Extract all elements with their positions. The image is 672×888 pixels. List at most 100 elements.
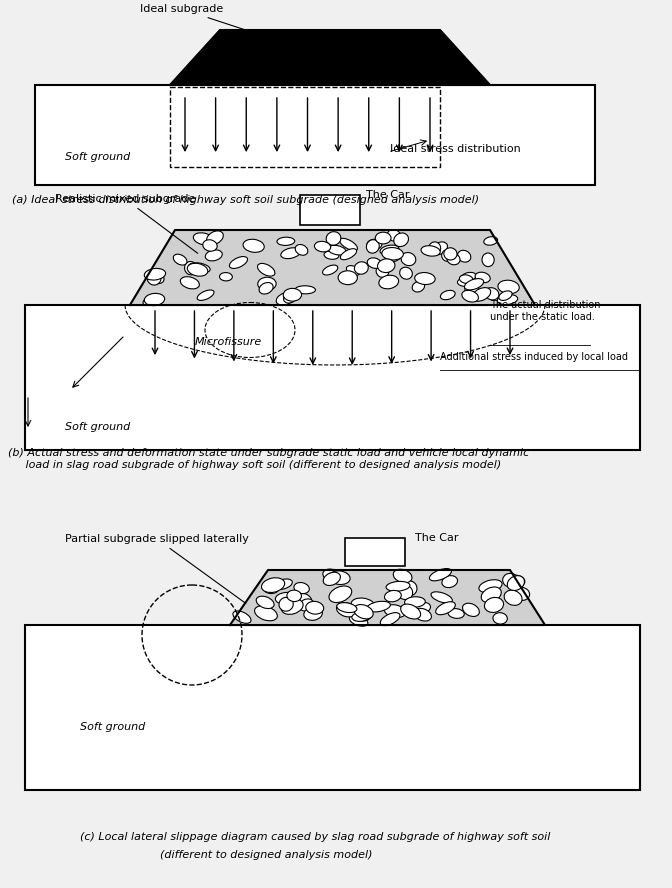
Ellipse shape xyxy=(304,607,323,621)
Ellipse shape xyxy=(462,603,479,616)
Ellipse shape xyxy=(394,233,409,247)
Ellipse shape xyxy=(368,258,382,268)
Ellipse shape xyxy=(346,266,360,275)
Ellipse shape xyxy=(493,613,507,624)
Ellipse shape xyxy=(380,613,400,626)
Text: Realistic mixed subgrade: Realistic mixed subgrade xyxy=(55,194,198,253)
Ellipse shape xyxy=(263,583,279,593)
Ellipse shape xyxy=(173,254,187,265)
Ellipse shape xyxy=(435,602,456,614)
Ellipse shape xyxy=(306,601,324,614)
Ellipse shape xyxy=(287,591,302,601)
Ellipse shape xyxy=(144,293,165,305)
Ellipse shape xyxy=(401,252,416,266)
Ellipse shape xyxy=(429,242,441,255)
Ellipse shape xyxy=(475,273,491,282)
Text: The Car: The Car xyxy=(366,190,409,200)
Ellipse shape xyxy=(485,288,499,300)
FancyBboxPatch shape xyxy=(300,195,360,225)
Ellipse shape xyxy=(499,291,512,300)
Ellipse shape xyxy=(384,591,401,602)
Ellipse shape xyxy=(366,240,379,253)
Ellipse shape xyxy=(329,571,350,584)
Ellipse shape xyxy=(414,608,431,621)
Ellipse shape xyxy=(328,245,346,255)
Ellipse shape xyxy=(431,591,452,603)
Ellipse shape xyxy=(385,250,402,262)
Ellipse shape xyxy=(481,587,501,603)
Ellipse shape xyxy=(323,572,341,585)
Ellipse shape xyxy=(203,240,217,251)
Ellipse shape xyxy=(205,250,222,261)
Ellipse shape xyxy=(323,266,338,275)
Ellipse shape xyxy=(358,611,372,621)
FancyBboxPatch shape xyxy=(345,538,405,566)
Ellipse shape xyxy=(387,230,401,241)
Text: Soft ground: Soft ground xyxy=(65,152,130,162)
Ellipse shape xyxy=(442,575,458,588)
Ellipse shape xyxy=(299,599,314,611)
Ellipse shape xyxy=(323,569,345,583)
Ellipse shape xyxy=(503,574,519,588)
Text: Microfissure: Microfissure xyxy=(195,337,262,347)
Ellipse shape xyxy=(415,273,435,284)
Ellipse shape xyxy=(295,244,308,255)
Ellipse shape xyxy=(256,596,274,608)
Ellipse shape xyxy=(485,598,503,613)
Ellipse shape xyxy=(484,237,497,245)
Ellipse shape xyxy=(479,580,502,592)
Text: (a) Ideal stress distribution of highway soft soil subgrade (designed analysis m: (a) Ideal stress distribution of highway… xyxy=(12,195,479,205)
Ellipse shape xyxy=(472,288,491,301)
FancyBboxPatch shape xyxy=(35,85,595,185)
Ellipse shape xyxy=(284,289,302,301)
Ellipse shape xyxy=(442,250,455,261)
FancyBboxPatch shape xyxy=(25,305,640,450)
Ellipse shape xyxy=(349,615,368,626)
Ellipse shape xyxy=(354,262,368,274)
Ellipse shape xyxy=(276,592,298,605)
Ellipse shape xyxy=(447,253,460,265)
Ellipse shape xyxy=(448,608,464,618)
Ellipse shape xyxy=(421,246,440,256)
Ellipse shape xyxy=(482,253,494,266)
Ellipse shape xyxy=(281,248,300,258)
Ellipse shape xyxy=(429,568,452,581)
Ellipse shape xyxy=(513,587,530,600)
Ellipse shape xyxy=(412,281,425,292)
Ellipse shape xyxy=(458,278,474,287)
FancyBboxPatch shape xyxy=(25,625,640,790)
Text: The Car: The Car xyxy=(415,533,458,543)
Text: (different to designed analysis model): (different to designed analysis model) xyxy=(160,850,372,860)
Ellipse shape xyxy=(462,290,478,302)
Ellipse shape xyxy=(393,569,412,583)
Ellipse shape xyxy=(220,273,233,281)
Ellipse shape xyxy=(444,248,457,260)
Ellipse shape xyxy=(259,282,273,294)
Ellipse shape xyxy=(255,606,278,621)
Ellipse shape xyxy=(380,245,399,255)
Ellipse shape xyxy=(257,264,275,276)
Ellipse shape xyxy=(367,601,390,612)
Ellipse shape xyxy=(185,261,197,275)
Ellipse shape xyxy=(147,272,161,285)
Ellipse shape xyxy=(258,277,276,290)
Ellipse shape xyxy=(382,248,403,260)
Ellipse shape xyxy=(338,271,358,285)
Text: Ideal stress distribution: Ideal stress distribution xyxy=(390,144,521,154)
Ellipse shape xyxy=(378,258,395,273)
Polygon shape xyxy=(230,570,545,625)
FancyBboxPatch shape xyxy=(170,87,440,167)
Ellipse shape xyxy=(400,267,413,279)
Ellipse shape xyxy=(376,265,389,277)
Ellipse shape xyxy=(401,604,421,619)
Text: Soft ground: Soft ground xyxy=(65,422,130,432)
Ellipse shape xyxy=(187,263,208,276)
Ellipse shape xyxy=(458,250,471,262)
Ellipse shape xyxy=(354,605,373,619)
Ellipse shape xyxy=(431,242,448,255)
Ellipse shape xyxy=(461,273,476,281)
Ellipse shape xyxy=(352,612,370,622)
Ellipse shape xyxy=(337,603,357,613)
Ellipse shape xyxy=(274,579,292,590)
Ellipse shape xyxy=(507,575,524,591)
